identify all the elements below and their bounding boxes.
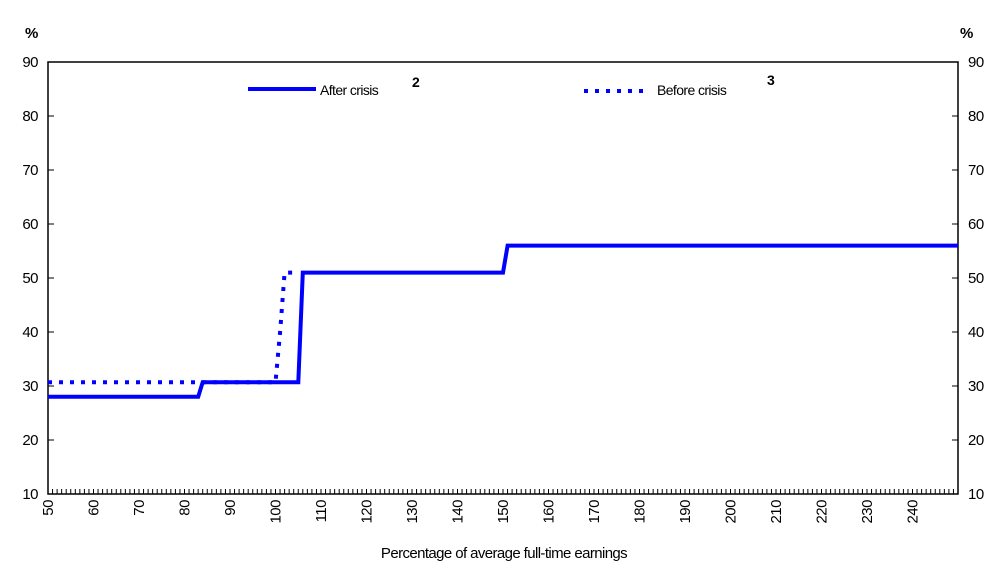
series-line-before-crisis — [48, 270, 299, 385]
series-layer — [48, 243, 958, 399]
x-tick-label: 210 — [768, 500, 785, 524]
y-tick-label-right: 10 — [968, 486, 984, 503]
y-tick-label-right: 40 — [968, 324, 984, 341]
left-axis-unit: % — [25, 25, 38, 42]
series-line-after-crisis — [48, 243, 958, 399]
axis-ticks — [47, 61, 959, 495]
y-tick-label-left: 80 — [22, 108, 38, 125]
x-tick-label: 160 — [541, 500, 558, 524]
y-tick-label-left: 10 — [22, 486, 38, 503]
x-tick-label: 220 — [814, 500, 831, 524]
y-tick-label-left: 60 — [22, 216, 38, 233]
x-tick-label: 80 — [177, 500, 194, 516]
x-tick-label: 230 — [859, 500, 876, 524]
x-tick-label: 200 — [723, 500, 740, 524]
x-tick-label: 190 — [677, 500, 694, 524]
x-axis-title: Percentage of average full-time earnings — [381, 545, 627, 562]
plot-border — [47, 61, 959, 495]
legend-label-after-crisis: After crisis — [320, 82, 379, 98]
x-tick-label: 50 — [40, 500, 57, 516]
legend: After crisis 2 Before crisis 3 — [248, 72, 775, 98]
legend-footnote-before-crisis: 3 — [767, 72, 775, 88]
y-tick-label-right: 20 — [968, 432, 984, 449]
x-tick-label: 240 — [905, 500, 922, 524]
right-axis-unit: % — [960, 25, 973, 42]
y-tick-label-right: 50 — [968, 270, 984, 287]
y-tick-label-left: 20 — [22, 432, 38, 449]
y-tick-label-left: 40 — [22, 324, 38, 341]
x-tick-label: 90 — [222, 500, 239, 516]
plot-area — [47, 61, 959, 495]
x-tick-label: 110 — [313, 500, 330, 523]
y-tick-label-right: 70 — [968, 162, 984, 179]
y-tick-label-right: 60 — [968, 216, 984, 233]
x-tick-label: 100 — [268, 500, 285, 524]
x-tick-label: 150 — [495, 500, 512, 524]
legend-footnote-after-crisis: 2 — [412, 74, 420, 90]
y-tick-label-right: 80 — [968, 108, 984, 125]
x-tick-label: 180 — [632, 500, 649, 524]
y-tick-label-left: 90 — [22, 54, 38, 71]
y-tick-label-left: 50 — [22, 270, 38, 287]
y-tick-label-right: 30 — [968, 378, 984, 395]
x-tick-label: 60 — [86, 500, 103, 516]
y-tick-label-left: 70 — [22, 162, 38, 179]
y-tick-label-left: 30 — [22, 378, 38, 395]
tick-labels: 10 10 20 20 30 30 40 40 50 50 60 60 70 70 80 80 90 90 50 60… — [22, 54, 984, 524]
x-tick-label: 70 — [131, 500, 148, 516]
legend-label-before-crisis: Before crisis — [657, 82, 727, 98]
x-tick-label: 140 — [450, 500, 467, 524]
x-tick-label: 170 — [586, 500, 603, 524]
x-tick-label: 120 — [359, 500, 376, 524]
x-tick-label: 130 — [404, 500, 421, 524]
y-tick-label-right: 90 — [968, 54, 984, 71]
